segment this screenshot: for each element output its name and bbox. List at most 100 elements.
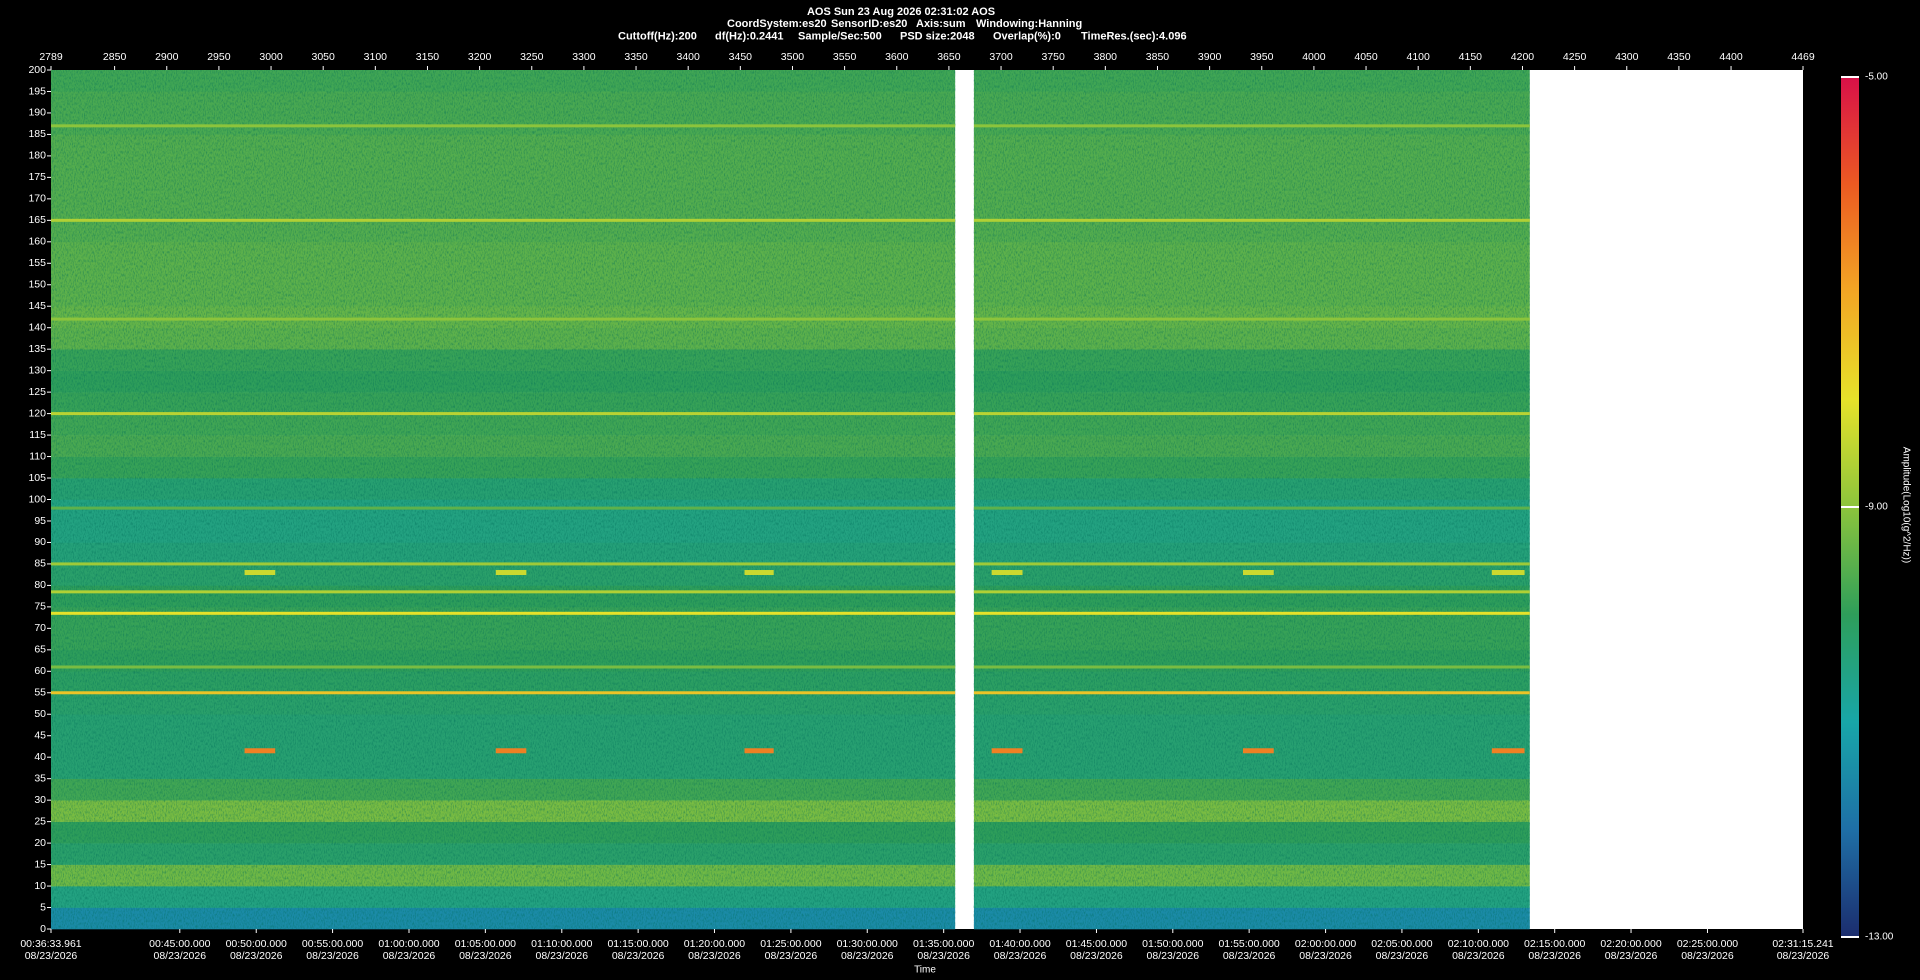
x-tick-date: 08/23/2026 (1681, 950, 1734, 962)
x-tick-label: 01:55:00.000 (1218, 938, 1279, 950)
x-tick-date: 08/23/2026 (841, 950, 894, 962)
y-tick-label: 130 (28, 364, 46, 376)
y-tick-label: 175 (28, 171, 46, 183)
y-tick-label: 15 (34, 858, 46, 870)
x-tick-date: 08/23/2026 (536, 950, 589, 962)
x-tick-label: 01:25:00.000 (760, 938, 821, 950)
x-top-tick-label: 3700 (989, 51, 1013, 63)
y-tick-label: 115 (29, 429, 46, 441)
y-tick-label: 10 (34, 880, 46, 892)
x-tick-label: 01:50:00.000 (1142, 938, 1203, 950)
chart-title: AOS Sun 23 Aug 2026 02:31:02 AOS (807, 6, 995, 18)
y-tick-label: 170 (28, 193, 46, 205)
x-tick-label: 01:05:00.000 (455, 938, 516, 950)
x-top-tick-label: 4469 (1791, 51, 1815, 63)
x-top-tick-label: 4300 (1615, 51, 1639, 63)
x-tick-label: 01:15:00.000 (607, 938, 668, 950)
y-tick-label: 75 (34, 601, 46, 613)
tone-line (51, 412, 956, 416)
y-tick-label: 5 (40, 901, 46, 913)
x-top-tick-label: 3600 (885, 51, 909, 63)
x-top-tick-label: 3350 (624, 51, 648, 63)
y-tick-label: 45 (34, 730, 46, 742)
info-item: CoordSystem:es20 (727, 18, 827, 30)
y-tick-label: 120 (28, 407, 46, 419)
x-tick-date: 08/23/2026 (1223, 950, 1276, 962)
y-tick-label: 110 (29, 450, 46, 462)
info-item: TimeRes.(sec):4.096 (1081, 30, 1187, 42)
x-tick-label: 01:40:00.000 (989, 938, 1050, 950)
event-mark (495, 748, 527, 754)
x-tick-label: 00:50:00.000 (226, 938, 287, 950)
y-tick-label: 165 (28, 214, 46, 226)
y-tick-label: 125 (28, 386, 46, 398)
info-item: Sample/Sec:500 (798, 30, 882, 42)
tone-line (973, 562, 1530, 566)
event-mark (1242, 748, 1274, 754)
x-tick-label: 00:45:00.000 (149, 938, 210, 950)
x-tick-date: 08/23/2026 (994, 950, 1047, 962)
event-mark (991, 570, 1023, 576)
y-tick-label: 65 (34, 644, 46, 656)
x-tick-label: 02:25:00.000 (1677, 938, 1738, 950)
x-tick-date: 08/23/2026 (230, 950, 283, 962)
y-tick-label: 55 (34, 687, 46, 699)
tone-line (973, 691, 1530, 695)
tone-line (51, 218, 956, 222)
x-top-tick-label: 3400 (677, 51, 701, 63)
x-top-tick-label: 3150 (416, 51, 440, 63)
y-tick-label: 35 (34, 772, 46, 784)
x-tick-date: 08/23/2026 (1605, 950, 1658, 962)
x-top-tick-label: 3300 (572, 51, 596, 63)
y-tick-label: 105 (28, 472, 46, 484)
y-tick-label: 70 (34, 622, 46, 634)
x-tick-label: 01:45:00.000 (1066, 938, 1127, 950)
x-tick-label: 02:15:00.000 (1524, 938, 1585, 950)
x-top-tick-label: 4000 (1302, 51, 1326, 63)
x-tick-label: 02:00:00.000 (1295, 938, 1356, 950)
y-tick-label: 195 (28, 85, 46, 97)
x-top-tick-label: 4350 (1667, 51, 1691, 63)
x-tick-label: 02:20:00.000 (1600, 938, 1661, 950)
tone-line (51, 124, 956, 128)
noise-texture (51, 70, 956, 929)
y-tick-label: 185 (28, 128, 46, 140)
tone-line (973, 665, 1530, 669)
x-tick-date: 08/23/2026 (459, 950, 512, 962)
y-tick-label: 90 (34, 536, 46, 548)
tone-line (51, 317, 956, 321)
noise-texture (973, 70, 1530, 929)
y-tick-label: 155 (28, 257, 46, 269)
tone-line (973, 317, 1530, 321)
y-tick-label: 100 (28, 493, 46, 505)
x-top-tick-label: 2850 (103, 51, 127, 63)
tone-line (51, 562, 956, 566)
y-tick-label: 150 (28, 279, 46, 291)
x-top-tick-label: 4050 (1354, 51, 1378, 63)
event-mark (495, 570, 527, 576)
x-top-tick-label: 2900 (155, 51, 179, 63)
x-tick-label: 01:30:00.000 (837, 938, 898, 950)
y-tick-label: 40 (34, 751, 46, 763)
x-tick-date: 08/23/2026 (383, 950, 436, 962)
x-tick-label: 00:55:00.000 (302, 938, 363, 950)
x-tick-date: 08/23/2026 (688, 950, 741, 962)
y-tick-label: 135 (28, 343, 46, 355)
x-tick-date: 08/23/2026 (1147, 950, 1200, 962)
x-top-tick-label: 3000 (259, 51, 283, 63)
x-tick-date: 08/23/2026 (1528, 950, 1581, 962)
x-top-tick-label: 4200 (1511, 51, 1535, 63)
tone-line (973, 590, 1530, 594)
x-top-tick-label: 3800 (1094, 51, 1118, 63)
tone-line (973, 506, 1530, 510)
info-item: SensorID:es20 (831, 18, 907, 30)
x-top-tick-label: 3900 (1198, 51, 1222, 63)
x-tick-label: 01:20:00.000 (684, 938, 745, 950)
x-top-tick-label: 2789 (39, 51, 63, 63)
x-tick-label: 00:36:33.961 (20, 938, 81, 950)
y-tick-label: 140 (28, 321, 46, 333)
x-tick-date: 08/23/2026 (154, 950, 207, 962)
x-top-tick-label: 3250 (520, 51, 544, 63)
x-top-tick-label: 2950 (207, 51, 231, 63)
